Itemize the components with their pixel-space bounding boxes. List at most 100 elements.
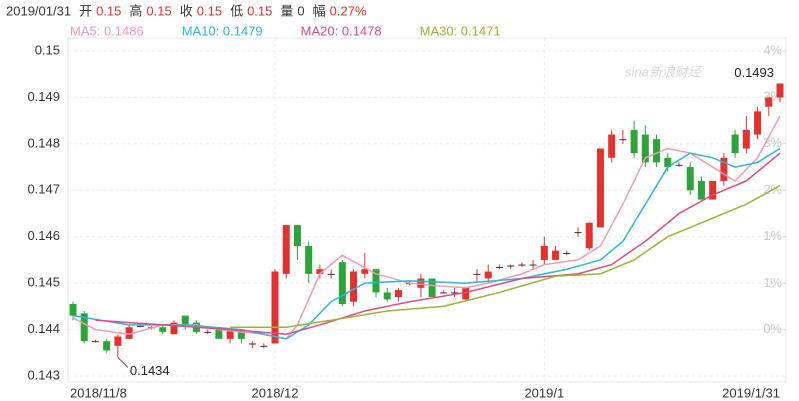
candle-body: [361, 269, 369, 274]
candle-body: [518, 264, 526, 266]
candle-body: [484, 271, 492, 279]
candle-body: [664, 157, 672, 168]
candle-body: [653, 139, 661, 163]
legend-entry: MA5: 0.1486: [70, 23, 144, 38]
candle-body: [159, 327, 167, 332]
candle-body: [776, 83, 784, 98]
candle-body: [215, 329, 223, 339]
candle-body: [249, 343, 257, 345]
candle-body: [338, 262, 346, 305]
info-label: 高: [129, 3, 142, 18]
y-tick-label: 0.15: [35, 42, 60, 57]
info-value: 0.27%: [330, 3, 367, 18]
legend-entry: MA20: 0.1478: [301, 23, 382, 38]
candle-body: [596, 148, 604, 228]
y2-tick-label: 1%: [763, 228, 782, 243]
info-label: 幅: [313, 3, 326, 18]
y2-tick-label: 0%: [763, 321, 782, 336]
candle-body: [462, 287, 470, 300]
candle-body: [125, 327, 133, 339]
candle-body: [686, 167, 694, 191]
candle-body: [563, 252, 571, 254]
y-tick-label: 0.146: [27, 228, 60, 243]
info-value: 0.15: [247, 3, 272, 18]
candle-body: [80, 313, 88, 342]
candle-body: [619, 139, 627, 141]
plot-frame: [67, 37, 787, 383]
candle-body: [327, 273, 335, 275]
high-label: 0.1493: [734, 65, 774, 80]
candle-body: [260, 345, 268, 347]
low-label: 0.1434: [130, 363, 170, 378]
candle-body: [282, 225, 290, 274]
candle-body: [394, 290, 402, 298]
y-tick-label: 0.147: [27, 182, 60, 197]
candle-body: [226, 329, 234, 339]
info-value: 0: [297, 3, 304, 18]
candle-body: [293, 225, 301, 246]
y-tick-label: 0.143: [27, 367, 60, 382]
candle-body: [574, 232, 582, 234]
candle-body: [372, 269, 380, 293]
candle-body: [136, 325, 144, 327]
candle-body: [585, 222, 593, 249]
watermark: sina新浪财经: [625, 64, 703, 79]
candle-body: [697, 181, 705, 200]
candle-body: [305, 246, 313, 274]
legend-entry: MA30: 0.1471: [420, 23, 501, 38]
candle-body: [350, 271, 358, 302]
candle-body: [114, 336, 122, 346]
candle-body: [608, 134, 616, 158]
candle-body: [181, 315, 189, 325]
candle-body: [709, 181, 717, 200]
x-tick-label: 2018/12: [252, 385, 299, 400]
candle-body: [237, 329, 245, 339]
candle-body: [271, 271, 279, 344]
candle-body: [383, 292, 391, 300]
candle-body: [316, 269, 324, 274]
candle-body: [529, 264, 537, 266]
candle-body: [69, 304, 77, 316]
candle-body: [731, 134, 739, 154]
candle-body: [630, 129, 638, 154]
candle-body: [91, 341, 99, 343]
candle-body: [540, 246, 548, 260]
y-tick-label: 0.145: [27, 275, 60, 290]
y2-tick-label: 4%: [763, 42, 782, 57]
y-tick-label: 0.144: [27, 321, 60, 336]
candle-body: [675, 164, 683, 166]
y-tick-label: 0.149: [27, 89, 60, 104]
candle-body: [742, 129, 750, 149]
candle-body: [507, 265, 515, 267]
ma-line: [95, 152, 781, 335]
candle-body: [439, 292, 447, 294]
candle-body: [720, 157, 728, 181]
low-pointer: [117, 357, 129, 368]
info-label: 量: [280, 3, 293, 18]
candle-body: [170, 322, 178, 335]
info-date: 2019/01/31: [6, 3, 71, 18]
ma-line: [230, 184, 781, 328]
y-tick-label: 0.148: [27, 135, 60, 150]
info-value: 0.15: [197, 3, 222, 18]
candle-body: [641, 134, 649, 163]
candle-body: [552, 250, 560, 260]
y2-tick-label: 1%: [763, 275, 782, 290]
candle-body: [204, 331, 212, 333]
candle-body: [417, 278, 425, 288]
candle-body: [495, 266, 503, 268]
legend-entry: MA10: 0.1479: [182, 23, 263, 38]
x-tick-label: 2019/1/31: [722, 385, 780, 400]
candle-body: [473, 273, 481, 275]
candle-body: [765, 97, 773, 107]
x-tick-label: 2019/1: [524, 385, 564, 400]
info-label: 开: [79, 3, 92, 18]
candle-body: [103, 341, 111, 351]
candle-body: [428, 278, 436, 298]
candle-body: [754, 111, 762, 135]
info-label: 收: [180, 3, 193, 18]
info-value: 0.15: [146, 3, 171, 18]
x-tick-label: 2018/11/8: [70, 385, 127, 400]
